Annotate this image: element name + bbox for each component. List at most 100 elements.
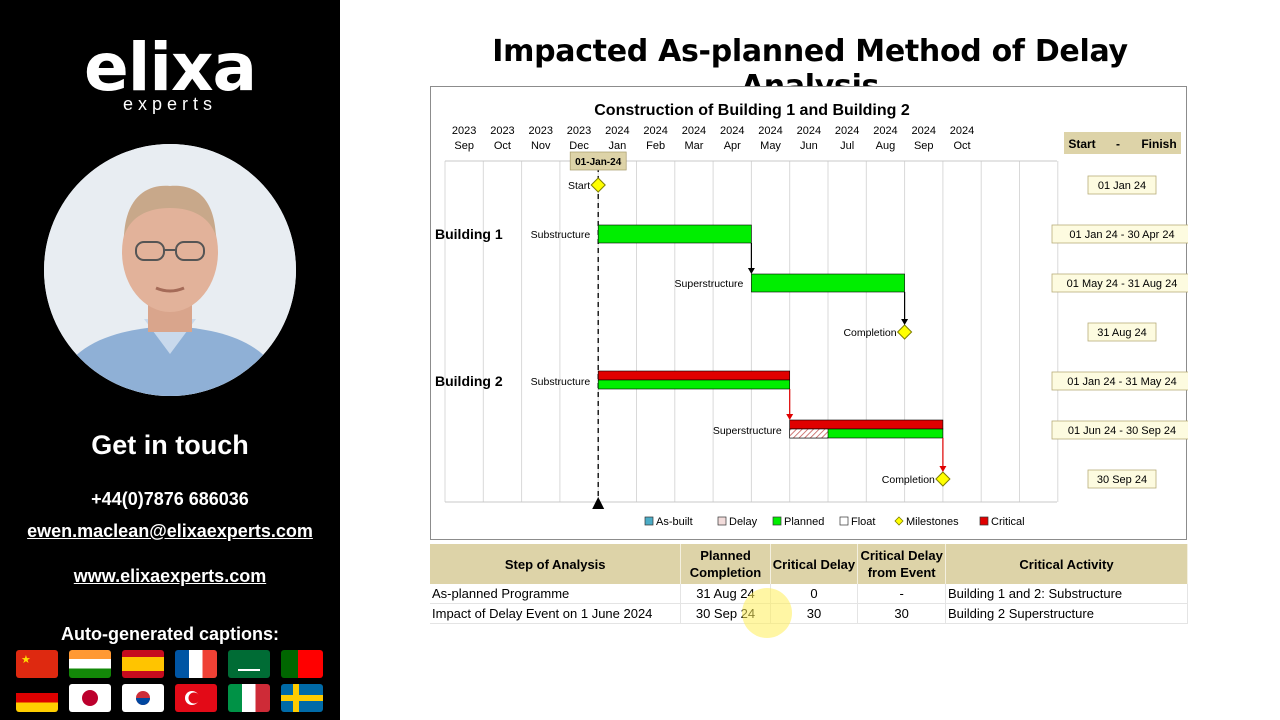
month-label: Sep — [454, 140, 474, 152]
japan-flag — [69, 684, 111, 712]
table-cell: Building 2 Superstructure — [945, 603, 1189, 624]
task-label: Substructure — [531, 376, 591, 388]
date-label: 31 Aug 24 — [1097, 327, 1147, 339]
task-label: Superstructure — [713, 425, 782, 437]
spain-flag — [122, 650, 164, 678]
month-label: Feb — [646, 140, 665, 152]
presenter-portrait-icon — [44, 144, 296, 396]
legend-label: Planned — [784, 516, 824, 528]
table-cell: 30 — [770, 603, 859, 624]
get-in-touch-heading: Get in touch — [91, 430, 249, 460]
month-year-label: 2023 — [490, 125, 514, 137]
month-year-label: 2024 — [873, 125, 897, 137]
legend-swatch — [772, 516, 782, 526]
website-link[interactable]: www.elixaexperts.com — [73, 566, 267, 586]
month-year-label: 2023 — [452, 125, 476, 137]
email-link[interactable]: ewen.maclean@elixaexperts.com — [27, 521, 313, 541]
column-header: Critical Delay from Event — [857, 544, 946, 584]
critical-dependency-arrow-head-icon — [939, 466, 947, 472]
date-label: 01 May 24 - 31 Aug 24 — [1067, 278, 1178, 290]
month-label: Jun — [800, 140, 818, 152]
month-label: Apr — [724, 140, 741, 152]
month-year-label: 2024 — [797, 125, 821, 137]
month-label: Aug — [876, 140, 896, 152]
legend-swatch — [979, 516, 989, 526]
table-cell: 30 — [857, 603, 946, 624]
planned-bar — [597, 379, 790, 390]
critical-bar — [597, 370, 790, 381]
analysis-table: Step of Analysis Planned Completion Critic… — [430, 544, 1189, 624]
month-label: May — [760, 140, 781, 152]
month-year-label: 2024 — [758, 125, 782, 137]
legend-label: Milestones — [906, 516, 959, 528]
column-header: Planned Completion — [680, 544, 771, 584]
phone-number[interactable]: +44(0)7876 686036 — [91, 489, 249, 509]
captions-label: Auto-generated captions: — [60, 624, 279, 644]
month-year-label: 2024 — [682, 125, 706, 137]
dependency-arrow-head-icon — [747, 268, 755, 274]
separator-header: - — [1116, 137, 1120, 151]
start-finish-header — [1064, 132, 1181, 154]
date-label: 01 Jan 24 — [1098, 180, 1146, 192]
data-date-label: 01-Jan-24 — [575, 157, 622, 168]
month-year-label: 2024 — [720, 125, 744, 137]
table-cell: 0 — [770, 584, 859, 604]
month-year-label: 2024 — [643, 125, 667, 137]
task-label: Start — [568, 180, 590, 192]
legend-milestone-icon — [894, 516, 904, 526]
dependency-arrow-head-icon — [901, 319, 909, 325]
france-flag — [175, 650, 217, 678]
table-cell: As-planned Programme — [430, 584, 682, 604]
analysis-body: As-planned Programme 31 Aug 24 0- Building … — [430, 584, 1189, 624]
month-label: Nov — [531, 140, 551, 152]
month-year-label: 2023 — [567, 125, 591, 137]
date-label: 01 Jun 24 - 30 Sep 24 — [1068, 425, 1176, 437]
month-label: Sep — [914, 140, 934, 152]
date-label-box — [1051, 420, 1188, 440]
table-row: As-planned Programme 31 Aug 24 0- Building … — [430, 584, 1189, 604]
date-label-box — [1051, 371, 1188, 391]
group-label: Building 2 — [435, 373, 503, 389]
month-label: Oct — [494, 140, 511, 152]
germany-flag — [16, 684, 58, 712]
task-label: Completion — [843, 327, 896, 339]
logo: elixa — [83, 29, 257, 106]
task-label: Completion — [882, 474, 935, 486]
table-cell: Impact of Delay Event on 1 June 2024 — [430, 603, 682, 624]
legend-swatch — [644, 516, 654, 526]
date-label: 30 Sep 24 — [1097, 474, 1147, 486]
milestone-diamond-icon — [896, 324, 913, 340]
task-label: Substructure — [531, 229, 591, 241]
milestone-diamond-icon — [590, 177, 606, 193]
gantt-chart: Construction of Building 1 and Building … — [430, 86, 1188, 540]
date-label-box — [1051, 273, 1188, 293]
month-label: Jan — [608, 140, 626, 152]
planned-bar — [597, 224, 752, 244]
column-header: Critical Activity — [945, 544, 1189, 584]
column-header: Critical Delay — [770, 544, 859, 584]
critical-bar — [789, 419, 944, 430]
column-header: Step of Analysis — [430, 544, 682, 584]
legend-label: Critical — [991, 516, 1025, 528]
sweden-flag — [281, 684, 323, 712]
task-label: Superstructure — [675, 278, 744, 290]
italy-flag — [228, 684, 270, 712]
south-korea-flag — [122, 684, 164, 712]
legend-label: Float — [851, 516, 875, 528]
saudi-arabia-flag — [228, 650, 270, 678]
table-cell: 30 Sep 24 — [680, 603, 771, 624]
critical-dependency-arrow-head-icon — [786, 414, 794, 420]
month-year-label: 2024 — [605, 125, 629, 137]
table-cell: - — [857, 584, 946, 604]
date-label-box — [1051, 224, 1188, 244]
month-year-label: 2024 — [912, 125, 936, 137]
legend-label: As-built — [656, 516, 693, 528]
logo-subtitle: experts — [122, 94, 218, 114]
date-label-box — [1087, 469, 1157, 489]
month-label: Dec — [569, 140, 589, 152]
date-label-box — [1087, 175, 1157, 195]
svg-text:★: ★ — [21, 654, 31, 666]
planned-bar — [751, 273, 905, 293]
legend-swatch — [717, 516, 727, 526]
turkey-flag — [175, 684, 217, 712]
